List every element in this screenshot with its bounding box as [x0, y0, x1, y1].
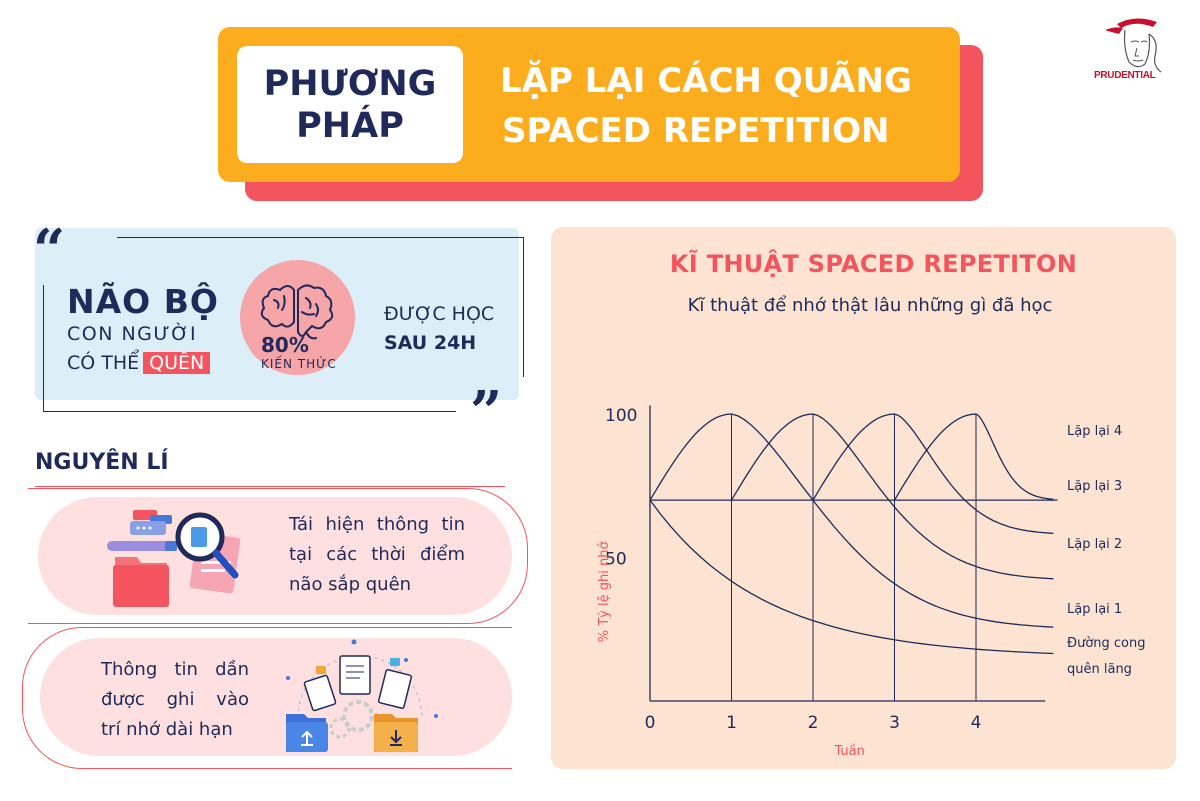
legend-label: Lặp lại 1	[1067, 602, 1122, 617]
principle-1-text: Tái hiện thông tin tại các thời điểm não…	[289, 510, 465, 600]
principle-2-line1: Thông tin dần	[101, 659, 249, 680]
principle-card-2	[40, 638, 512, 756]
learned-line2: SAU 24H	[384, 332, 477, 354]
brain-forget-prefix: CÓ THỂ	[67, 352, 140, 374]
repetition-curve-4	[893, 413, 1054, 501]
legend-label: Đường cong	[1067, 636, 1145, 651]
x-tick-label: 4	[971, 713, 982, 733]
y-tick-label: 100	[605, 406, 637, 426]
principle-1-line2: tại các thời điểm	[289, 544, 465, 565]
chart-title: KĨ THUẬT SPACED REPETITON	[669, 250, 1078, 278]
prudential-logo-icon	[1105, 18, 1162, 73]
method-label-line1: PHƯƠNG	[263, 63, 437, 104]
principles-divider	[35, 486, 505, 487]
x-tick-label: 0	[645, 713, 656, 733]
chart-subtitle: Kĩ thuật để nhớ thật lâu những gì đã học	[687, 295, 1053, 316]
method-label-line2: PHÁP	[296, 105, 404, 146]
quote-frame	[43, 285, 44, 411]
brain-icon	[260, 284, 334, 340]
x-tick-label: 1	[726, 713, 737, 733]
repetition-curve-2	[730, 413, 1054, 580]
x-tick-label: 3	[889, 713, 900, 733]
y-axis-label: % Tỷ lệ ghi nhớ	[597, 542, 612, 643]
legend-label: quên lãng	[1067, 662, 1132, 677]
legend-label: Lặp lại 2	[1067, 537, 1122, 552]
principle-2-text: Thông tin dần được ghi vào trí nhớ dài h…	[101, 655, 249, 745]
forget-highlight: QUÊN	[143, 352, 211, 374]
forget-percent-label: KIẾN THỨC	[261, 357, 337, 371]
chart-panel	[551, 227, 1176, 769]
page-title-line1: LẶP LẠI CÁCH QUÃNG	[500, 61, 912, 101]
principle-1-line3: não sắp quên	[289, 574, 412, 595]
spaced-repetition-chart: 0 1 2 3 4 50 100 Tuần % Tỷ lệ ghi nhớ Lặp lại 4 Lặ…	[597, 405, 1145, 759]
repetition-curve-1	[649, 413, 1054, 628]
brain-title: NÃO BỘ	[67, 282, 219, 321]
repetition-curve-3	[812, 413, 1054, 534]
principles-title: NGUYÊN LÍ	[35, 450, 169, 475]
prudential-logo-text: PRUDENTIAL	[1094, 70, 1156, 81]
principle-2-line2: được ghi vào	[101, 689, 249, 710]
brain-subtitle: CON NGƯỜI	[67, 323, 198, 345]
principle-2-line3: trí nhớ dài hạn	[101, 719, 233, 740]
quote-frame	[117, 237, 523, 238]
close-quote-mark: ”	[470, 379, 503, 445]
learned-time: ĐƯỢC HỌC SAU 24H	[384, 300, 494, 358]
quote-frame	[523, 237, 524, 377]
brain-circle	[240, 260, 355, 375]
x-tick-label: 2	[808, 713, 819, 733]
forget-percent: 80%	[261, 333, 309, 357]
principle-1-line1: Tái hiện thông tin	[289, 514, 465, 535]
legend-label: Lặp lại 3	[1067, 479, 1122, 494]
magnifier-folder-icon	[107, 510, 241, 607]
principle-outline	[22, 627, 512, 769]
open-quote-mark: “	[33, 217, 66, 283]
y-tick-label: 50	[605, 550, 627, 570]
principle-outline	[28, 488, 528, 624]
x-axis-label: Tuần	[833, 744, 864, 759]
forgetting-curve	[649, 499, 1054, 655]
brain-forget-line: CÓ THỂ QUÊN	[67, 352, 211, 374]
method-label-box: PHƯƠNG PHÁP	[237, 46, 463, 163]
documents-folders-icon	[286, 639, 438, 752]
quote-frame	[43, 411, 456, 412]
legend-label: Lặp lại 4	[1067, 424, 1122, 439]
learned-line1: ĐƯỢC HỌC	[384, 303, 495, 325]
page-title: LẶP LẠI CÁCH QUÃNG SPACED REPETITION	[500, 56, 950, 156]
page-title-line2: SPACED REPETITION	[502, 111, 890, 151]
